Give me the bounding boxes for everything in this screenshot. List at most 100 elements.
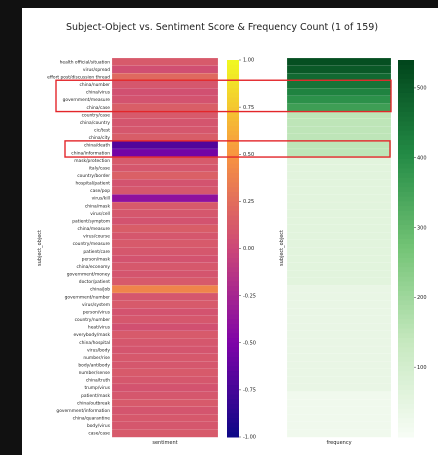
row-label: government/money — [67, 272, 111, 278]
frequency-colorbar-segment — [398, 191, 414, 198]
frequency-cell — [286, 262, 392, 271]
row-label: virus/kill — [92, 196, 110, 202]
frequency-colorbar-segment — [398, 224, 414, 231]
sentiment-colorbar-segment — [227, 220, 239, 226]
sentiment-cell — [111, 224, 219, 233]
frequency-colorbar-segment — [398, 215, 414, 221]
frequency-colorbar-segment — [398, 404, 414, 410]
frequency-colorbar-segment — [398, 130, 414, 136]
frequency-colorbar-segment — [398, 229, 414, 235]
frequency-colorbar-segment — [398, 319, 414, 325]
sentiment-colorbar-segment — [227, 432, 239, 438]
frequency-colorbar-tick-label: 300 — [417, 225, 427, 231]
frequency-colorbar-segment — [398, 389, 414, 396]
frequency-cell — [286, 323, 392, 332]
row-label: china/truth — [86, 378, 110, 384]
frequency-colorbar-segment — [398, 342, 414, 348]
frequency-colorbar-segment — [398, 272, 414, 278]
row-label: hospital/patient — [76, 181, 111, 187]
frequency-cell — [286, 315, 392, 324]
sentiment-cell — [111, 300, 219, 309]
sentiment-colorbar-segment — [227, 305, 239, 311]
sentiment-cell — [111, 209, 219, 218]
sentiment-colorbar-tick-label: -0.25 — [243, 293, 256, 299]
sentiment-colorbar-segment — [227, 338, 239, 344]
sentiment-colorbar-tick-label: 0.50 — [243, 152, 254, 158]
sentiment-colorbar-segment — [227, 418, 239, 424]
frequency-colorbar-segment — [398, 385, 414, 391]
sentiment-cell — [111, 126, 219, 135]
sentiment-cell — [111, 308, 219, 317]
frequency-cell — [286, 164, 392, 173]
sentiment-colorbar-segment — [227, 215, 239, 221]
sentiment-colorbar-segment — [227, 347, 239, 353]
frequency-cell — [286, 209, 392, 218]
row-label: government/information — [56, 408, 110, 414]
frequency-colorbar-segment — [398, 295, 414, 301]
row-label: doctor/patient — [79, 279, 110, 285]
sentiment-colorbar-segment — [227, 182, 239, 188]
frequency-colorbar-segment — [398, 328, 414, 334]
row-label: country/number — [75, 317, 111, 323]
frequency-cell — [286, 353, 392, 362]
sentiment-colorbar-segment — [227, 243, 239, 249]
frequency-colorbar-segment — [398, 413, 414, 419]
frequency-colorbar-segment — [398, 69, 414, 75]
sentiment-cell — [111, 171, 219, 180]
sentiment-colorbar-segment — [227, 342, 239, 348]
frequency-colorbar-segment — [398, 290, 414, 297]
sentiment-cell — [111, 315, 219, 324]
frequency-cell — [286, 383, 392, 392]
sentiment-colorbar-segment — [227, 352, 239, 358]
frequency-cell — [286, 239, 392, 248]
sentiment-colorbar-segment — [227, 408, 239, 414]
row-label: china/mask — [85, 203, 111, 209]
sentiment-colorbar-segment — [227, 191, 239, 198]
sentiment-colorbar-segment — [227, 201, 239, 207]
frequency-cell — [286, 95, 392, 104]
row-label: china/quarantine — [73, 416, 111, 422]
row-label: patient/symptom — [72, 218, 110, 224]
sentiment-colorbar-segment — [227, 314, 239, 320]
frequency-colorbar-segment — [398, 88, 414, 94]
frequency-colorbar-segment — [398, 309, 414, 315]
row-label: china/case — [87, 105, 111, 111]
row-label: china/outbreak — [77, 400, 110, 406]
frequency-colorbar-segment — [398, 394, 414, 400]
sentiment-cell — [111, 277, 219, 286]
frequency-colorbar-segment — [398, 243, 414, 249]
frequency-colorbar-segment — [398, 253, 414, 259]
sentiment-cell — [111, 421, 219, 430]
sentiment-colorbar-segment — [227, 328, 239, 334]
frequency-colorbar-segment — [398, 300, 414, 306]
row-label: china/measure — [77, 226, 110, 232]
frequency-colorbar-segment — [398, 196, 414, 202]
frequency-cell — [286, 103, 392, 112]
sentiment-cell — [111, 65, 219, 74]
frequency-colorbar-segment — [398, 422, 414, 429]
sentiment-colorbar-segment — [227, 168, 239, 174]
frequency-cell — [286, 194, 392, 203]
frequency-cell — [286, 179, 392, 188]
sentiment-colorbar-segment — [227, 323, 239, 330]
sentiment-colorbar-segment — [227, 239, 239, 245]
frequency-colorbar-segment — [398, 107, 414, 113]
sentiment-cell — [111, 95, 219, 104]
sentiment-cell — [111, 338, 219, 347]
frequency-colorbar-segment — [398, 323, 414, 330]
frequency-colorbar-segment — [398, 168, 414, 174]
sentiment-colorbar-segment — [227, 404, 239, 410]
frequency-colorbar-segment — [398, 206, 414, 212]
sentiment-cell — [111, 201, 219, 210]
sentiment-x-label: sentiment — [152, 440, 177, 446]
sentiment-colorbar-segment — [227, 375, 239, 381]
frequency-colorbar-segment — [398, 163, 414, 169]
sentiment-colorbar-segment — [227, 163, 239, 169]
frequency-colorbar-tick-label: 100 — [417, 365, 427, 371]
sentiment-colorbar-segment — [227, 385, 239, 391]
sentiment-cell — [111, 141, 219, 150]
row-label: body/antibody — [78, 362, 110, 368]
row-label: case/case — [88, 431, 110, 437]
y-axis-label: subject_object — [37, 230, 43, 266]
sentiment-cell — [111, 80, 219, 89]
